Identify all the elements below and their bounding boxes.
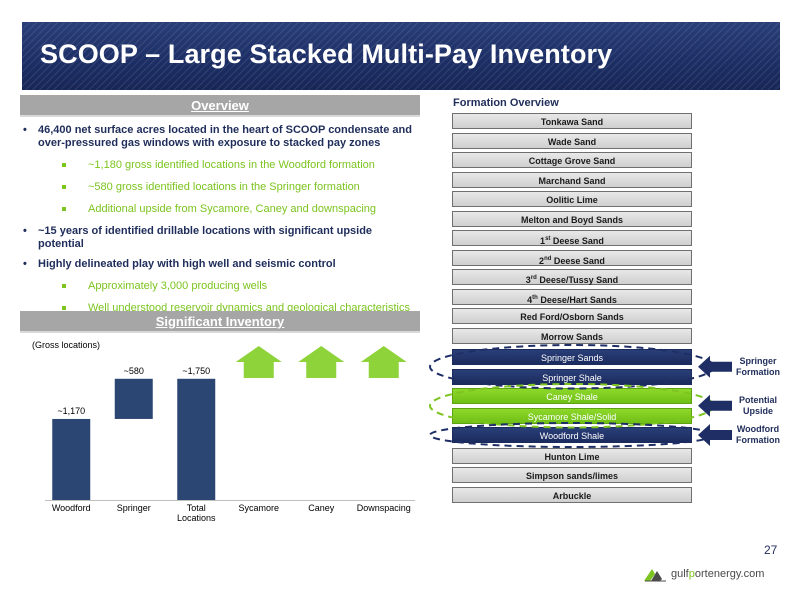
category-label: Locations: [177, 513, 216, 523]
formation-callout-label: Springer Formation: [736, 355, 780, 377]
overview-sub-bullet: Approximately 3,000 producing wells: [20, 280, 420, 293]
bullet-square-icon: [62, 306, 66, 310]
category-label: Caney: [308, 503, 335, 513]
category-label: Springer: [117, 503, 151, 513]
logo-mark-icon: [644, 569, 666, 582]
formation-layer: Tonkawa Sand: [452, 113, 692, 129]
formation-layer: Oolitic Lime: [452, 191, 692, 207]
formation-layer: Cottage Grove Sand: [452, 152, 692, 168]
bar-woodford: [52, 418, 91, 500]
overview-sub-bullet: ~580 gross identified locations in the S…: [20, 181, 420, 194]
formation-layer: Arbuckle: [452, 486, 692, 503]
formation-layer: 2nd Deese Sand: [452, 249, 692, 266]
bullet-square-icon: [62, 284, 66, 288]
formation-layer: Caney Shale: [452, 388, 692, 404]
category-label: Woodford: [52, 503, 91, 513]
formation-overview-title: Formation Overview: [453, 97, 559, 109]
formation-layer: Marchand Sand: [452, 171, 692, 188]
page-number: 27: [764, 543, 778, 557]
formation-layer: Melton and Boyd Sands: [452, 210, 692, 227]
chart-svg: ~1,170 ~580 ~1,750 Woodford Springer TotalLoc…: [45, 346, 415, 523]
formation-layer: Red Ford/Osborn Sands: [452, 308, 692, 324]
overview-bullet: ~15 years of identified drillable locati…: [20, 225, 420, 251]
bar-total-locations: [177, 378, 216, 500]
overview-bullet: 46,400 net surface acres located in the …: [20, 124, 420, 150]
category-label: Total: [187, 503, 206, 513]
category-label: Downspacing: [357, 503, 411, 513]
callout-arrow-icon: [698, 355, 732, 378]
logo-text: gulfportenergy.com: [671, 568, 765, 580]
page-title: SCOOP – Large Stacked Multi-Pay Inventor…: [40, 39, 613, 69]
formation-layer: Springer Sands: [452, 349, 692, 365]
formation-layer: Woodford Shale: [452, 427, 692, 443]
data-label: ~1,170: [57, 406, 85, 416]
formation-layer: Wade Sand: [452, 132, 692, 149]
formation-layer: Sycamore Shale/Solid: [452, 407, 692, 424]
category-label: Sycamore: [238, 503, 279, 513]
company-logo: gulfportenergy.com: [643, 566, 783, 584]
formation-layer: Springer Shale: [452, 368, 692, 385]
formation-layer: 4th Deese/Hart Sands: [452, 288, 692, 305]
formation-layer: Morrow Sands: [452, 327, 692, 344]
bullet-square-icon: [62, 207, 66, 211]
upside-arrow-icon: [298, 346, 345, 378]
overview-sub-bullet: Additional upside from Sycamore, Caney a…: [20, 203, 420, 216]
formation-layer: 3rd Deese/Tussy Sand: [452, 269, 692, 285]
data-label: ~1,750: [182, 366, 210, 376]
overview-sub-bullet: ~1,180 gross identified locations in the…: [20, 159, 420, 172]
data-label: ~580: [124, 366, 144, 376]
inventory-chart: (Gross locations) ~1,170 ~580 ~1,750 Woodfo…: [20, 336, 420, 526]
bar-springer: [114, 378, 153, 419]
formation-layer: Hunton Lime: [452, 447, 692, 464]
formation-layer: Simpson sands/limes: [452, 467, 692, 483]
chart-note: (Gross locations): [32, 340, 101, 350]
formation-callout-label: Woodford Formation: [736, 424, 780, 445]
overview-bullet: Highly delineated play with high well an…: [20, 258, 420, 271]
callout-arrow-icon: [698, 394, 732, 417]
bullet-square-icon: [62, 163, 66, 167]
title-banner: SCOOP – Large Stacked Multi-Pay Inventor…: [22, 22, 780, 90]
callout-arrow-icon: [698, 424, 732, 446]
upside-arrow-icon: [360, 346, 407, 378]
formation-callout-label: Potential Upside: [738, 394, 777, 416]
banner-texture: [22, 22, 780, 90]
overview-bullets: 46,400 net surface acres located in the …: [20, 124, 420, 324]
formation-layer: 1st Deese Sand: [452, 230, 692, 246]
overview-header: Overview: [20, 95, 420, 117]
bullet-square-icon: [62, 185, 66, 189]
upside-arrow-icon: [235, 346, 282, 378]
inventory-header: Significant Inventory: [20, 311, 420, 333]
